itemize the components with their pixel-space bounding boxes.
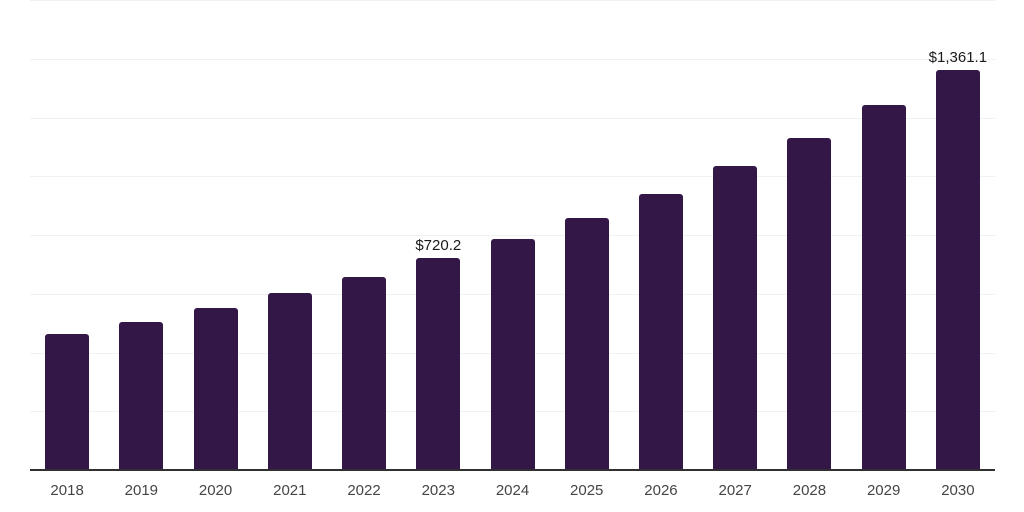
bar-2021 bbox=[267, 293, 312, 470]
x-tick-label-2030: 2030 bbox=[941, 482, 975, 499]
gridline-1400 bbox=[30, 58, 995, 60]
bar-2028 bbox=[787, 138, 832, 470]
x-tick-label-2023: 2023 bbox=[421, 482, 455, 499]
x-axis-line bbox=[30, 469, 995, 471]
x-tick-label-2025: 2025 bbox=[570, 482, 604, 499]
bar-2029 bbox=[861, 105, 906, 470]
x-axis-tick-labels: 2018 2019 2020 2021 2022 2023 2024 2025 2026 2027… bbox=[30, 482, 995, 502]
x-tick-label-2019: 2019 bbox=[124, 482, 159, 499]
bar-2025 bbox=[564, 217, 609, 470]
x-tick-label-2029: 2029 bbox=[866, 482, 901, 499]
gridline-1000 bbox=[30, 176, 995, 178]
x-tick-label-2020: 2020 bbox=[198, 482, 233, 499]
x-tick-label-2018: 2018 bbox=[50, 482, 84, 499]
x-tick-label-2021: 2021 bbox=[273, 482, 307, 499]
x-tick-label-2022: 2022 bbox=[347, 482, 381, 499]
data-label-2030: $1,361.1 bbox=[928, 49, 988, 67]
bar-2018 bbox=[45, 334, 90, 470]
gridline-1200 bbox=[30, 117, 995, 119]
gridline-800 bbox=[30, 235, 995, 236]
data-label-2023: $720.2 bbox=[415, 237, 462, 255]
plot-area: $720.2 $1,361.1 bbox=[30, 0, 995, 470]
x-tick-label-2027: 2027 bbox=[718, 482, 752, 499]
bar-2024 bbox=[490, 238, 535, 470]
x-tick-label-2024: 2024 bbox=[495, 482, 530, 499]
x-tick-label-2028: 2028 bbox=[792, 482, 827, 499]
bar-2023 bbox=[416, 258, 461, 470]
bar-2026 bbox=[638, 193, 683, 470]
gridline-1600 bbox=[30, 0, 995, 1]
bar-2022 bbox=[342, 277, 387, 470]
bar-2019 bbox=[119, 322, 164, 470]
x-tick-label-2026: 2026 bbox=[644, 482, 678, 499]
bar-2030 bbox=[935, 70, 980, 470]
bar-2020 bbox=[193, 308, 238, 470]
bar-2027 bbox=[713, 166, 758, 470]
